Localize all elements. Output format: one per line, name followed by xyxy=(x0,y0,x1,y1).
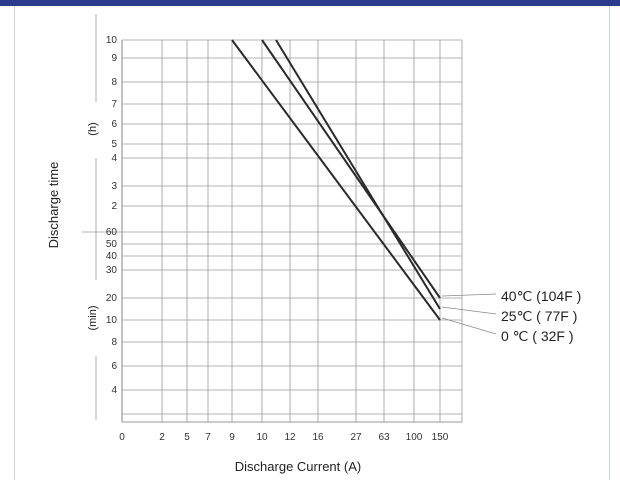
y-tick-label-minutes: 8 xyxy=(111,337,117,348)
legend-leader xyxy=(441,293,497,297)
y-tick-label-minutes: 4 xyxy=(111,385,117,396)
legend-leader xyxy=(441,306,497,315)
y-tick-label-hours: 9 xyxy=(111,53,117,64)
y-tick-label-minutes: 60 xyxy=(106,227,118,238)
series-lines xyxy=(231,39,497,335)
x-tick-label: 0 xyxy=(119,432,125,443)
y-tick-label-hours: 10 xyxy=(106,35,118,46)
series-line xyxy=(261,39,441,299)
x-tick-label: 150 xyxy=(432,432,449,443)
y-tick-label-hours: 5 xyxy=(111,139,117,150)
legend-25c: 25℃ ( 77F ) xyxy=(501,308,577,324)
y-tick-label-minutes: 30 xyxy=(106,265,118,276)
x-tick-label: 16 xyxy=(312,432,324,443)
y-tick-label-hours: 8 xyxy=(111,77,117,88)
y-tick-label-minutes: 50 xyxy=(106,239,118,250)
x-tick-label: 7 xyxy=(205,432,211,443)
x-tick-label: 10 xyxy=(256,432,268,443)
header-bar xyxy=(0,0,620,6)
x-tick-label: 2 xyxy=(159,432,165,443)
x-tick-label: 5 xyxy=(184,432,190,443)
legend-0c: 0 ℃ ( 32F ) xyxy=(501,328,574,344)
x-tick-label: 27 xyxy=(350,432,362,443)
y-tick-label-hours: 3 xyxy=(111,181,117,192)
y-tick-label-minutes: 20 xyxy=(106,293,118,304)
y-tick-label-minutes: 40 xyxy=(106,251,118,262)
legend: 40℃ (104F ) 25℃ ( 77F ) 0 ℃ ( 32F ) xyxy=(501,288,581,344)
y-axis-title: Discharge time xyxy=(46,162,61,249)
y-tick-label-minutes: 10 xyxy=(106,315,118,326)
y-tick-label-hours: 7 xyxy=(111,99,117,110)
y-tick-label-hours: 6 xyxy=(111,119,117,130)
series-line xyxy=(275,39,441,310)
y-tick-label-hours: 2 xyxy=(111,201,117,212)
legend-40c: 40℃ (104F ) xyxy=(501,288,581,304)
x-axis-title: Discharge Current (A) xyxy=(235,459,361,474)
chart-frame xyxy=(14,6,610,480)
x-tick-label: 100 xyxy=(406,432,423,443)
y-unit-minutes: (min) xyxy=(87,305,99,330)
x-tick-label: 63 xyxy=(378,432,390,443)
grid xyxy=(82,14,463,423)
series-line xyxy=(231,39,441,321)
legend-leader xyxy=(441,317,497,335)
x-tick-label: 9 xyxy=(229,432,235,443)
x-tick-label: 12 xyxy=(284,432,296,443)
y-tick-label-hours: 4 xyxy=(111,153,117,164)
y-unit-hours: (h) xyxy=(87,122,99,135)
y-tick-label-minutes: 6 xyxy=(111,361,117,372)
